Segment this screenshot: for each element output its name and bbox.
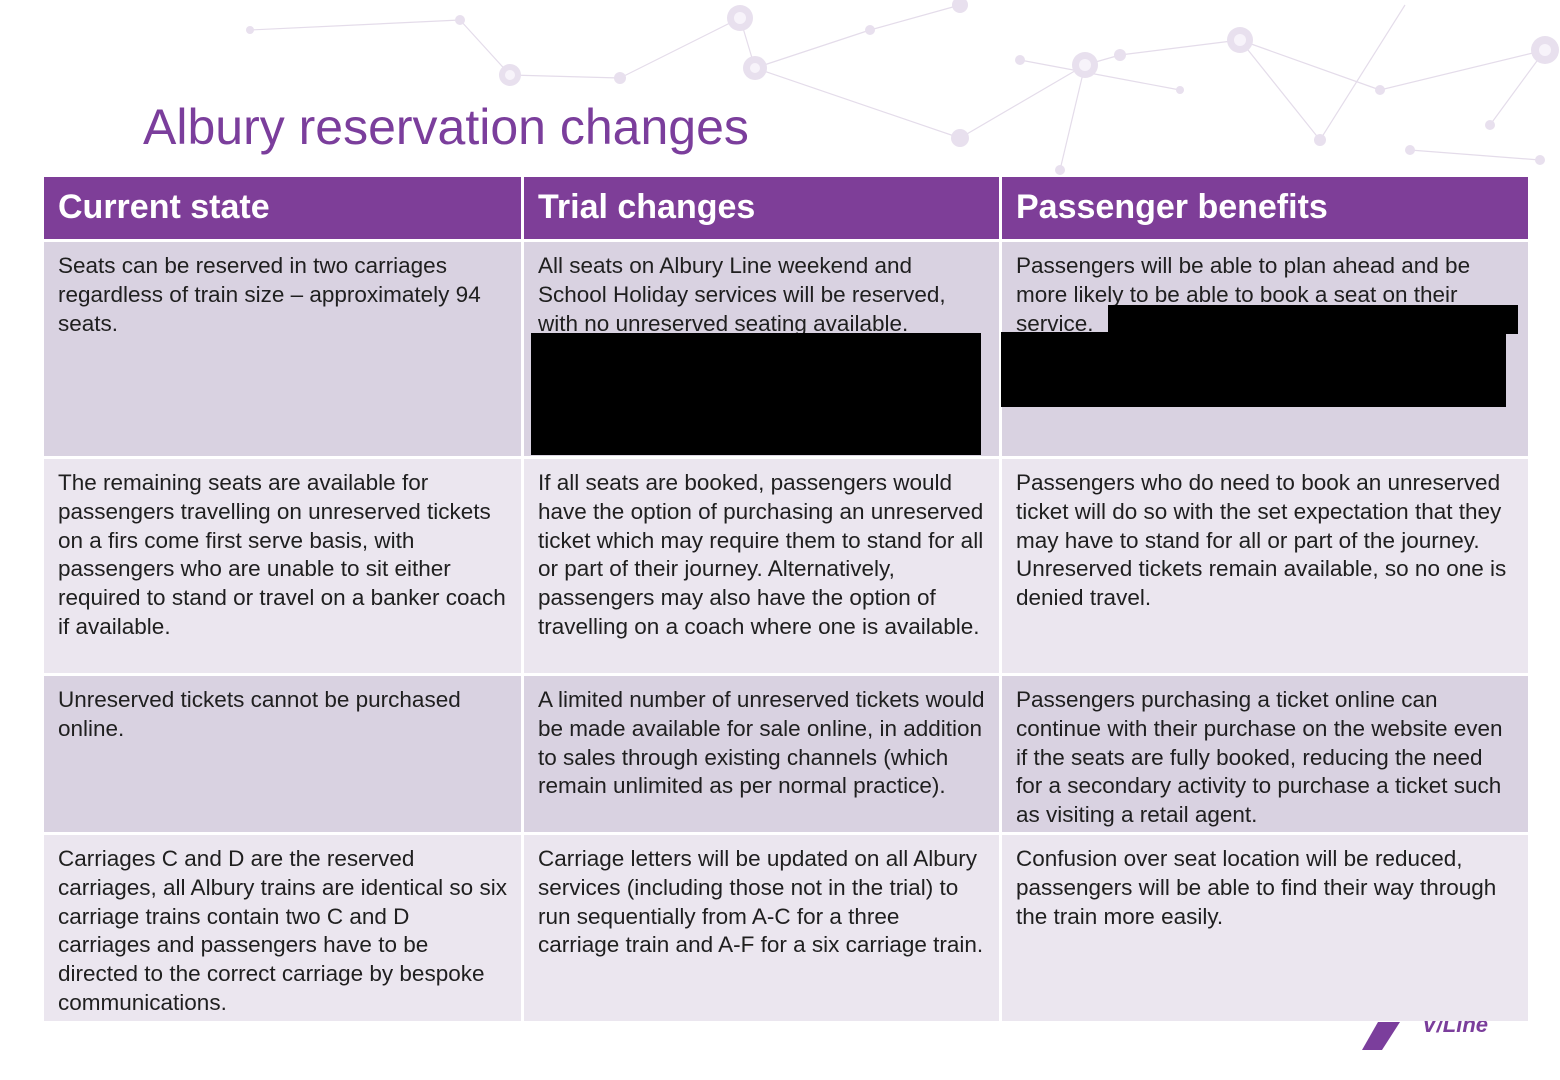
table-cell: Passengers who do need to book an unrese… <box>1002 459 1528 673</box>
table-cell: Confusion over seat location will be red… <box>1002 835 1528 1021</box>
page-title: Albury reservation changes <box>143 99 749 155</box>
table-cell: Carriage letters will be updated on all … <box>524 835 999 1021</box>
table-cell: Seats can be reserved in two carriages r… <box>44 242 521 456</box>
redaction-block <box>531 333 981 455</box>
column-header-trial-changes: Trial changes <box>524 177 999 239</box>
table-cell: Carriages C and D are the reserved carri… <box>44 835 521 1021</box>
table-cell: A limited number of unreserved tickets w… <box>524 676 999 832</box>
column-header-current-state: Current state <box>44 177 521 239</box>
redaction-block <box>1108 305 1518 334</box>
table-cell: If all seats are booked, passengers woul… <box>524 459 999 673</box>
table-cell: Unreserved tickets cannot be purchased o… <box>44 676 521 832</box>
table-cell: Passengers purchasing a ticket online ca… <box>1002 676 1528 832</box>
redaction-block <box>1001 332 1506 407</box>
column-header-passenger-benefits: Passenger benefits <box>1002 177 1528 239</box>
comparison-table: Current state Trial changes Passenger be… <box>44 177 1528 1021</box>
table-cell: The remaining seats are available for pa… <box>44 459 521 673</box>
